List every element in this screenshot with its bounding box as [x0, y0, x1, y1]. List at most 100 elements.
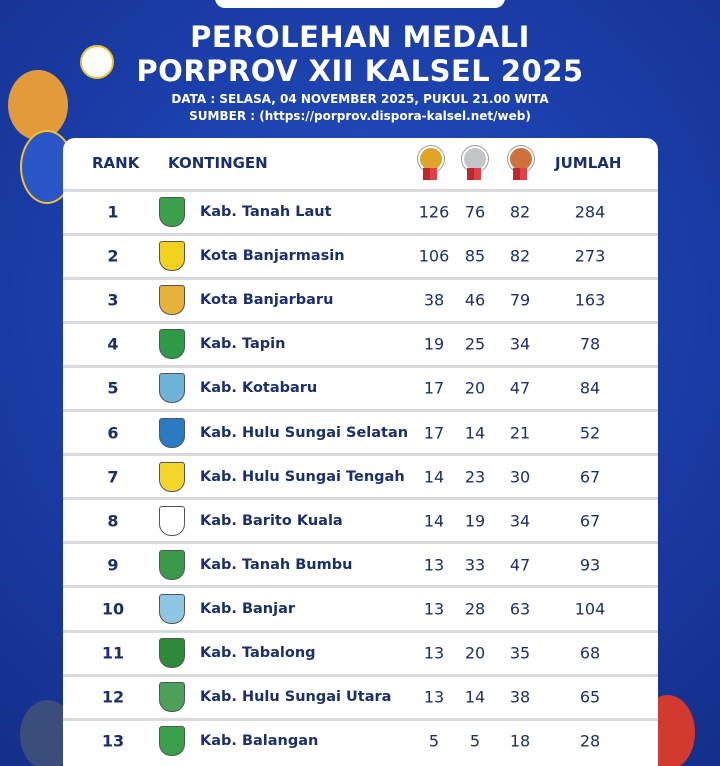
- total-count: 28: [579, 731, 601, 751]
- header-rank: RANK: [92, 154, 140, 172]
- total-count: 284: [574, 202, 606, 222]
- total-count: 104: [574, 599, 606, 619]
- team-logo: [159, 461, 185, 492]
- team-logo: [159, 373, 185, 404]
- title-line: PORPROV XII KALSEL 2025: [136, 54, 584, 88]
- team-logo: [159, 505, 185, 536]
- mascot: [8, 70, 68, 140]
- rank: 5: [107, 378, 119, 398]
- bronze-count: 79: [509, 290, 531, 310]
- rank: 6: [107, 423, 119, 442]
- row-separator: [63, 585, 658, 589]
- row-separator: [63, 364, 658, 368]
- rank: 7: [107, 467, 119, 487]
- team-logo: [159, 417, 185, 448]
- team-logo: [159, 549, 185, 580]
- team-name: Kab. Kotabaru: [200, 380, 318, 397]
- total-count: 67: [579, 511, 601, 531]
- top-tab: [215, 0, 505, 8]
- bronze-count: 63: [509, 599, 531, 619]
- team-name: Kab. Tanah Laut: [200, 204, 332, 220]
- total-count: 67: [579, 467, 601, 487]
- team-name: Kota Banjarmasin: [200, 248, 345, 265]
- row-separator: [63, 717, 658, 721]
- silver-count: 85: [464, 246, 486, 266]
- rank: 4: [107, 334, 119, 354]
- bronze-count: 35: [509, 643, 531, 663]
- gold-count: 17: [423, 378, 445, 398]
- row-separator: [63, 453, 658, 457]
- header-team: KONTINGEN: [168, 154, 268, 172]
- gold-count: 13: [423, 555, 445, 575]
- silver-count: 20: [464, 378, 486, 398]
- team-logo: [159, 638, 185, 668]
- bronze-count: 47: [509, 378, 531, 398]
- bronze-count: 18: [509, 731, 531, 751]
- team-name: Kab. Banjar: [200, 600, 296, 617]
- rank: 2: [107, 246, 119, 266]
- rank: 10: [101, 599, 125, 619]
- ribbon: [467, 168, 481, 180]
- data-line: DATA : SELASA, 04 NOVEMBER 2025, PUKUL 2…: [171, 92, 549, 106]
- team-name: Kab. Tapin: [200, 336, 286, 353]
- total-count: 78: [579, 334, 601, 354]
- silver-count: 23: [464, 467, 486, 487]
- silver-count: 20: [464, 643, 486, 663]
- gold-count: 106: [418, 246, 450, 266]
- bronze-count: 47: [509, 555, 531, 575]
- row-separator: [63, 673, 658, 677]
- silver-count: 14: [464, 687, 486, 707]
- team-name: Kab. Tanah Bumbu: [200, 556, 353, 573]
- silver-count: 46: [464, 290, 486, 310]
- team-logo: [159, 329, 185, 360]
- rank: 3: [107, 290, 119, 310]
- row-separator: [63, 232, 658, 236]
- ribbon: [513, 168, 527, 180]
- team-logo: [159, 241, 185, 272]
- team-name: Kab. Hulu Sungai Utara: [200, 689, 392, 706]
- silver-count: 5: [469, 731, 481, 751]
- team-name: Kab. Barito Kuala: [200, 512, 343, 529]
- gold-count: 13: [423, 643, 445, 663]
- team-logo: [159, 285, 185, 316]
- gold-count: 14: [423, 511, 445, 531]
- silver-count: 33: [464, 555, 486, 575]
- team-logo: [159, 593, 185, 624]
- row-separator: [63, 497, 658, 501]
- ball: [80, 45, 114, 79]
- gold-count: 126: [418, 202, 450, 222]
- total-count: 65: [579, 687, 601, 707]
- title-line: PEROLEHAN MEDALI: [190, 20, 530, 54]
- row-separator: [63, 541, 658, 545]
- rank: 11: [101, 643, 125, 663]
- rank: 8: [107, 511, 119, 531]
- gold-count: 17: [423, 423, 445, 442]
- row-separator: [63, 629, 658, 633]
- bronze-count: 82: [509, 246, 531, 266]
- gold-count: 5: [428, 731, 440, 751]
- silver-count: 19: [464, 511, 486, 531]
- team-name: Kab. Balangan: [200, 733, 319, 750]
- team-logo: [159, 197, 185, 227]
- rank: 9: [107, 555, 119, 575]
- ribbon: [423, 168, 437, 180]
- total-count: 93: [579, 555, 601, 575]
- bronze-count: 30: [509, 467, 531, 487]
- team-name: Kab. Tabalong: [200, 645, 316, 661]
- gold-count: 13: [423, 599, 445, 619]
- row-separator: [63, 409, 658, 412]
- silver-count: 14: [464, 423, 486, 442]
- total-count: 52: [579, 423, 601, 442]
- team-name: Kab. Hulu Sungai Tengah: [200, 468, 405, 485]
- silver-count: 76: [464, 202, 486, 222]
- rank: 12: [101, 687, 125, 707]
- total-count: 273: [574, 246, 606, 266]
- total-count: 68: [579, 643, 601, 663]
- header-total: JUMLAH: [555, 154, 622, 172]
- total-count: 163: [574, 290, 606, 310]
- bronze-count: 21: [509, 423, 531, 442]
- gold-count: 19: [423, 334, 445, 354]
- bronze-count: 82: [509, 202, 531, 222]
- bronze-count: 38: [509, 687, 531, 707]
